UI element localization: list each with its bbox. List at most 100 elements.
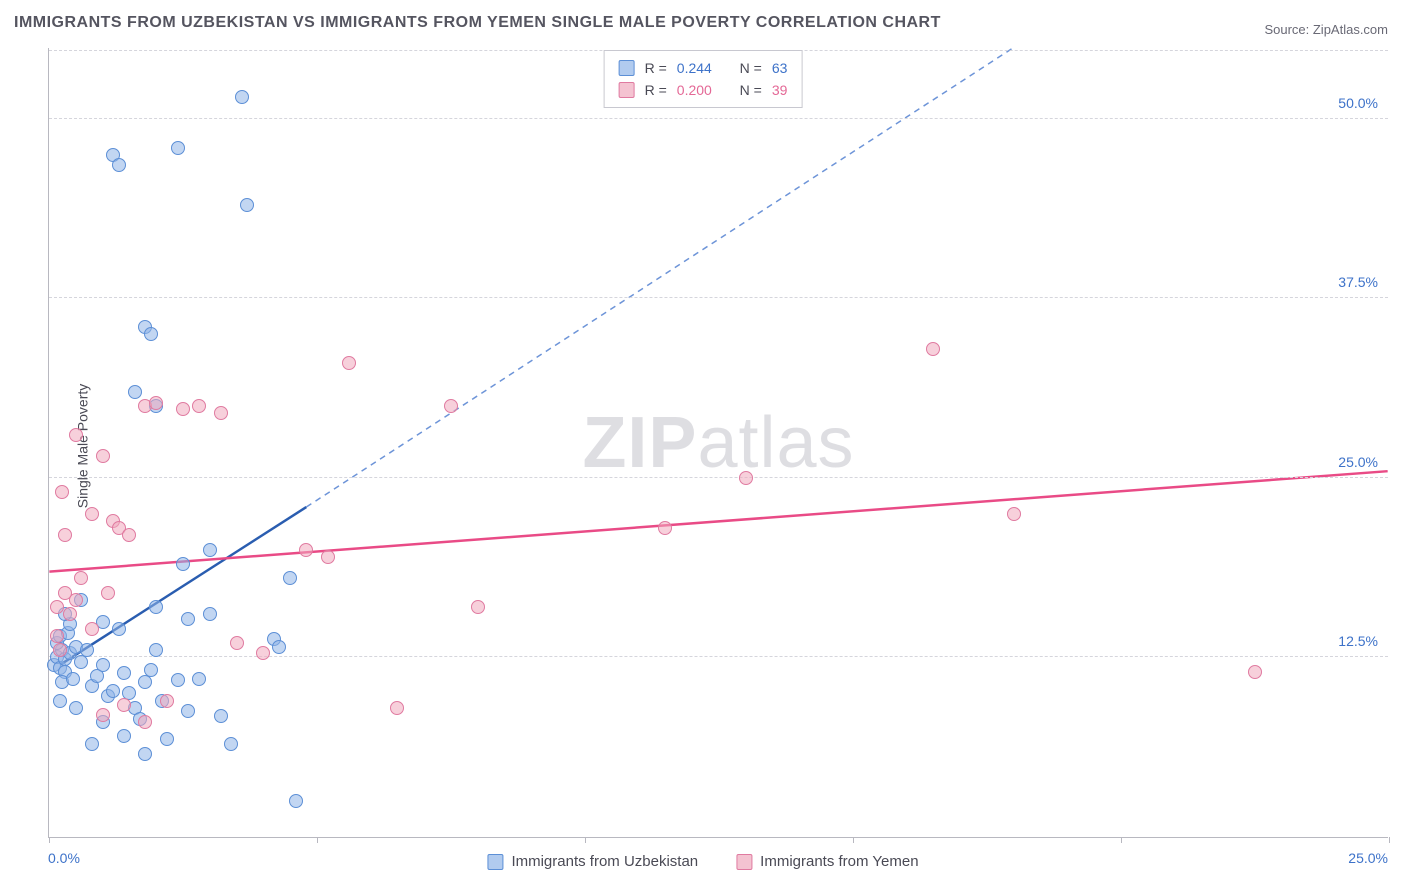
data-point: [160, 732, 174, 746]
series-legend: Immigrants from Uzbekistan Immigrants fr…: [487, 853, 918, 870]
swatch-pink-icon: [619, 82, 635, 98]
data-point: [96, 449, 110, 463]
data-point: [50, 600, 64, 614]
data-point: [390, 701, 404, 715]
data-point: [342, 356, 356, 370]
data-point: [74, 571, 88, 585]
y-tick-label: 50.0%: [1338, 95, 1378, 111]
legend-label-yemen: Immigrants from Yemen: [760, 853, 918, 870]
data-point: [739, 471, 753, 485]
data-point: [926, 342, 940, 356]
x-tick-mark: [1121, 837, 1122, 843]
x-axis-min-label: 0.0%: [48, 850, 80, 866]
data-point: [112, 158, 126, 172]
data-point: [224, 737, 238, 751]
data-point: [444, 399, 458, 413]
r-label: R =: [645, 79, 667, 101]
data-point: [149, 643, 163, 657]
gridline: [49, 477, 1388, 478]
x-tick-mark: [49, 837, 50, 843]
x-tick-mark: [585, 837, 586, 843]
data-point: [214, 406, 228, 420]
data-point: [101, 586, 115, 600]
data-point: [240, 198, 254, 212]
data-point: [85, 622, 99, 636]
data-point: [106, 684, 120, 698]
swatch-pink-icon: [736, 854, 752, 870]
data-point: [53, 643, 67, 657]
data-point: [96, 708, 110, 722]
data-point: [289, 794, 303, 808]
data-point: [160, 694, 174, 708]
data-point: [85, 507, 99, 521]
data-point: [69, 593, 83, 607]
data-point: [66, 672, 80, 686]
swatch-blue-icon: [487, 854, 503, 870]
gridline: [49, 656, 1388, 657]
data-point: [214, 709, 228, 723]
legend-row-yemen: R = 0.200 N = 39: [619, 79, 788, 101]
trend-lines: [49, 48, 1388, 837]
n-value-uzbekistan: 63: [772, 57, 788, 79]
data-point: [192, 672, 206, 686]
data-point: [176, 557, 190, 571]
data-point: [58, 528, 72, 542]
data-point: [321, 550, 335, 564]
data-point: [203, 607, 217, 621]
data-point: [149, 600, 163, 614]
data-point: [69, 701, 83, 715]
y-tick-label: 12.5%: [1338, 633, 1378, 649]
data-point: [192, 399, 206, 413]
data-point: [256, 646, 270, 660]
source-name: ZipAtlas.com: [1313, 22, 1388, 37]
source-attribution: Source: ZipAtlas.com: [1264, 22, 1388, 37]
watermark: ZIPatlas: [582, 402, 854, 484]
source-prefix: Source:: [1264, 22, 1312, 37]
r-value-yemen: 0.200: [677, 79, 712, 101]
legend-item-yemen: Immigrants from Yemen: [736, 853, 918, 870]
y-tick-label: 37.5%: [1338, 274, 1378, 290]
data-point: [138, 715, 152, 729]
legend-item-uzbekistan: Immigrants from Uzbekistan: [487, 853, 698, 870]
x-axis-max-label: 25.0%: [1348, 850, 1388, 866]
data-point: [171, 141, 185, 155]
swatch-blue-icon: [619, 60, 635, 76]
y-tick-label: 25.0%: [1338, 454, 1378, 470]
x-tick-mark: [853, 837, 854, 843]
data-point: [144, 663, 158, 677]
r-label: R =: [645, 57, 667, 79]
data-point: [53, 694, 67, 708]
data-point: [69, 428, 83, 442]
data-point: [144, 327, 158, 341]
gridline: [49, 118, 1388, 119]
data-point: [203, 543, 217, 557]
data-point: [128, 385, 142, 399]
data-point: [171, 673, 185, 687]
data-point: [117, 729, 131, 743]
n-label: N =: [740, 57, 762, 79]
watermark-bold: ZIP: [582, 403, 697, 483]
data-point: [96, 658, 110, 672]
data-point: [1248, 665, 1262, 679]
data-point: [230, 636, 244, 650]
data-point: [235, 90, 249, 104]
data-point: [117, 698, 131, 712]
n-value-yemen: 39: [772, 79, 788, 101]
chart-plot-area: ZIPatlas 12.5% 25.0% 37.5% 50.0%: [48, 48, 1388, 838]
data-point: [117, 666, 131, 680]
data-point: [299, 543, 313, 557]
data-point: [1007, 507, 1021, 521]
data-point: [80, 643, 94, 657]
data-point: [112, 622, 126, 636]
data-point: [471, 600, 485, 614]
data-point: [272, 640, 286, 654]
data-point: [658, 521, 672, 535]
x-tick-mark: [317, 837, 318, 843]
data-point: [122, 528, 136, 542]
data-point: [85, 737, 99, 751]
watermark-thin: atlas: [697, 403, 854, 483]
data-point: [181, 704, 195, 718]
data-point: [50, 629, 64, 643]
n-label: N =: [740, 79, 762, 101]
data-point: [149, 396, 163, 410]
